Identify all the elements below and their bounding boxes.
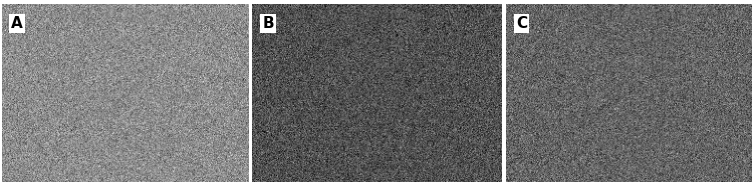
Text: C: C <box>516 16 527 31</box>
Text: B: B <box>262 16 274 31</box>
Text: A: A <box>11 16 23 31</box>
